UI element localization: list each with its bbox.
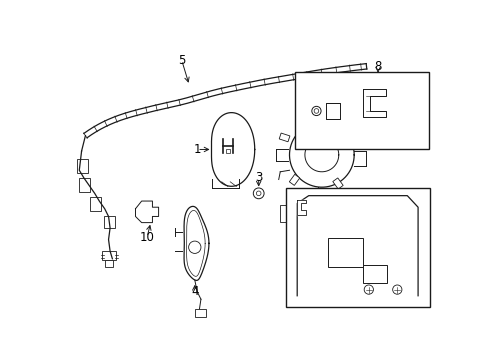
Bar xyxy=(194,309,205,317)
Bar xyxy=(104,216,115,228)
Bar xyxy=(279,133,289,142)
Bar xyxy=(105,260,113,266)
Bar xyxy=(289,174,299,185)
Text: 10: 10 xyxy=(320,244,335,258)
Polygon shape xyxy=(211,113,254,186)
Circle shape xyxy=(364,285,373,294)
Bar xyxy=(225,149,230,153)
Polygon shape xyxy=(316,220,339,242)
Bar xyxy=(332,178,343,189)
Text: 7: 7 xyxy=(377,212,385,225)
Text: 8: 8 xyxy=(374,60,381,73)
Bar xyxy=(79,178,90,192)
Bar xyxy=(325,103,339,119)
Circle shape xyxy=(392,285,401,294)
Text: 6: 6 xyxy=(302,106,309,119)
Bar xyxy=(102,251,116,260)
Bar xyxy=(294,72,428,149)
Bar xyxy=(77,159,87,172)
Bar xyxy=(90,197,101,211)
Bar xyxy=(280,205,289,222)
Bar xyxy=(328,112,337,123)
Circle shape xyxy=(188,241,201,253)
Bar xyxy=(295,203,337,231)
Text: 9: 9 xyxy=(303,87,310,100)
Text: 4: 4 xyxy=(191,285,198,298)
Circle shape xyxy=(313,109,318,113)
Polygon shape xyxy=(297,199,306,215)
Circle shape xyxy=(253,188,264,199)
Text: 1: 1 xyxy=(193,143,201,156)
Polygon shape xyxy=(183,206,208,280)
Text: 5: 5 xyxy=(178,54,185,67)
Bar xyxy=(285,188,429,307)
Text: 3: 3 xyxy=(254,171,262,184)
Text: 2: 2 xyxy=(357,291,364,304)
Polygon shape xyxy=(362,89,385,117)
Bar xyxy=(362,265,386,283)
Circle shape xyxy=(256,191,261,195)
Bar xyxy=(327,238,362,267)
Text: 10: 10 xyxy=(140,231,154,244)
Bar xyxy=(289,199,366,237)
Circle shape xyxy=(311,106,321,116)
Polygon shape xyxy=(135,201,158,222)
